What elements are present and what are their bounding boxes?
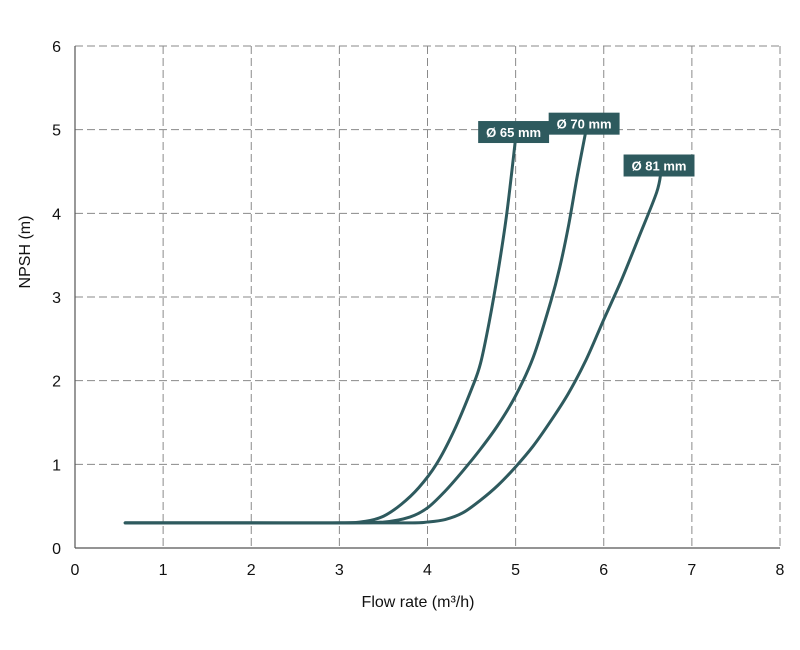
x-tick-label: 6 <box>599 562 608 579</box>
y-axis-title: NPSH (m) <box>17 216 34 289</box>
series-label-box <box>478 121 550 144</box>
tick-labels: 0 1 2 3 4 5 6 7 8 0 1 2 3 4 5 6 <box>52 39 784 579</box>
x-tick-label: 0 <box>71 562 80 579</box>
y-tick-label: 0 <box>52 541 61 558</box>
series-label-text: Ø 70 mm <box>557 117 612 132</box>
series-label: Ø 81 mm <box>623 154 695 177</box>
series-line <box>123 170 663 525</box>
series-label-text: Ø 65 mm <box>486 125 541 140</box>
series-lines <box>123 128 663 525</box>
y-tick-label: 4 <box>52 206 61 223</box>
x-tick-label: 1 <box>159 562 168 579</box>
x-axis-title: Flow rate (m³/h) <box>362 594 475 611</box>
series-label-text: Ø 81 mm <box>632 159 687 174</box>
series-label-box <box>623 154 695 177</box>
grid <box>75 45 781 548</box>
x-tick-label: 5 <box>511 562 520 579</box>
x-tick-label: 8 <box>776 562 785 579</box>
x-tick-label: 4 <box>423 562 432 579</box>
y-tick-label: 2 <box>52 374 61 391</box>
x-tick-label: 3 <box>335 562 344 579</box>
series-label-box <box>548 112 620 135</box>
y-tick-label: 5 <box>52 123 61 140</box>
y-tick-label: 6 <box>52 39 61 56</box>
x-tick-label: 7 <box>687 562 696 579</box>
series-labels: Ø 65 mm Ø 70 mm Ø 81 mm <box>478 112 695 177</box>
y-tick-label: 3 <box>52 290 61 307</box>
series-line <box>123 136 518 525</box>
y-tick-label: 1 <box>52 457 61 474</box>
series-label: Ø 65 mm <box>478 121 550 144</box>
series-label: Ø 70 mm <box>548 112 620 135</box>
axes <box>74 46 780 549</box>
x-tick-label: 2 <box>247 562 256 579</box>
